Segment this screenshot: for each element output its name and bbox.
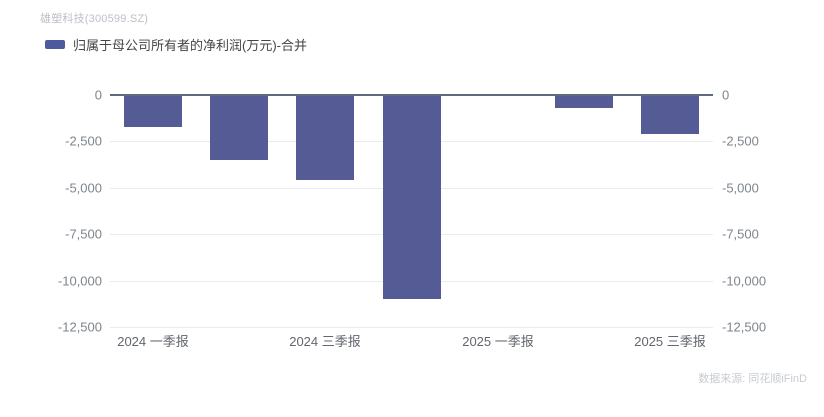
gridline [110,327,713,328]
y-axis-tick-label-left: -10,000 [57,273,102,289]
x-axis-tick-label: 2025 一季报 [462,334,534,349]
y-axis-tick-label-right: -2,500 [722,133,759,149]
bar-net-profit[interactable] [555,95,613,108]
x-axis-tick-label: 2025 三季报 [634,334,706,349]
bar-net-profit[interactable] [210,95,268,160]
y-axis-tick-label-left: 0 [94,87,102,103]
zero-axis-line [110,94,713,96]
data-source-label: 数据来源: 同花顺iFinD [698,373,807,385]
bar-net-profit[interactable] [641,95,699,134]
y-axis-tick-label-left: -7,500 [65,226,102,242]
y-axis-tick-label-left: -2,500 [65,133,102,149]
y-axis-tick-label-right: 0 [722,87,730,103]
legend-label: 归属于母公司所有者的净利润(万元)-合并 [73,38,307,53]
y-axis-tick-label-right: -5,000 [722,180,759,196]
stock-title: 雄塑科技(300599.SZ) [40,13,149,25]
y-axis-tick-label-right: -7,500 [722,226,759,242]
y-axis-tick-label-right: -12,500 [722,319,767,335]
bar-net-profit[interactable] [383,95,441,299]
y-axis-tick-label-left: -12,500 [57,319,102,335]
bar-net-profit[interactable] [124,95,182,127]
bar-net-profit[interactable] [296,95,354,180]
bar-chart-plot-area: 0 0 -2,500 -2,500 -5,000 -5,000 -7,500 -7,500 -1… [58,89,766,349]
legend-swatch-icon [45,40,65,49]
y-axis-tick-label-right: -10,000 [722,273,767,289]
x-axis-tick-label: 2024 一季报 [117,334,189,349]
x-axis-tick-label: 2024 三季报 [289,334,361,349]
legend-item-net-profit[interactable]: 归属于母公司所有者的净利润(万元)-合并 [45,35,307,54]
y-axis-tick-label-left: -5,000 [65,180,102,196]
